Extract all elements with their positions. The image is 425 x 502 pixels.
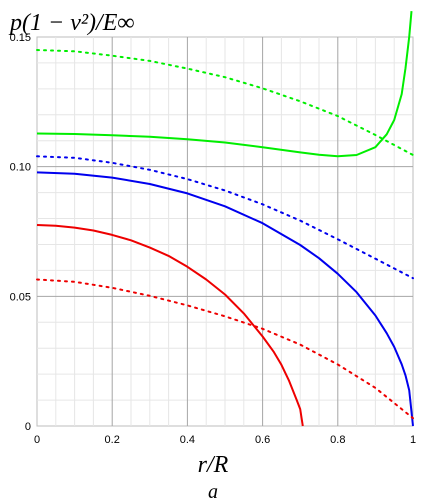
tick-labels: 0 0.2 0.4 0.6 0.8 1 0 0.05 0.10 0.15: [10, 32, 416, 446]
y-tick-label: 0: [25, 421, 31, 433]
y-tick-label: 0.10: [10, 162, 31, 174]
figure-caption: a: [208, 481, 218, 502]
series-line-2: [36, 11, 413, 158]
series-group: [36, 11, 414, 427]
x-tick-label: 0.2: [105, 434, 120, 446]
y-tick-label: 0.05: [10, 291, 31, 303]
x-tick-label: 0.8: [330, 434, 345, 446]
y-tick-label: 0.15: [10, 32, 31, 44]
series-line-4: [36, 171, 414, 427]
grid: [36, 36, 414, 427]
series-line-6: [36, 278, 414, 420]
x-axis-label: r/R: [198, 452, 229, 478]
x-tick-label: 0: [34, 434, 40, 446]
y-axis-label: p(1 − ν²)/E∞: [8, 10, 134, 36]
series-line-5: [36, 224, 304, 427]
series-line-3: [36, 155, 414, 280]
x-tick-label: 0.6: [255, 434, 270, 446]
series-line-1: [36, 49, 414, 156]
x-tick-label: 1: [410, 434, 416, 446]
x-tick-label: 0.4: [180, 434, 195, 446]
